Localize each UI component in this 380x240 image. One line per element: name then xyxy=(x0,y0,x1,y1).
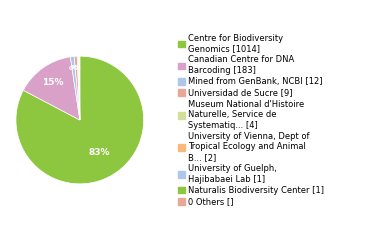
Wedge shape xyxy=(70,56,80,120)
Wedge shape xyxy=(74,56,80,120)
Text: 0%: 0% xyxy=(71,65,82,70)
Legend: Centre for Biodiversity
Genomics [1014], Canadian Centre for DNA
Barcoding [183]: Centre for Biodiversity Genomics [1014],… xyxy=(177,32,326,208)
Text: 83%: 83% xyxy=(89,148,110,157)
Wedge shape xyxy=(77,56,80,120)
Wedge shape xyxy=(23,57,80,120)
Text: 0%: 0% xyxy=(68,66,79,71)
Wedge shape xyxy=(79,56,80,120)
Text: 15%: 15% xyxy=(43,78,64,87)
Wedge shape xyxy=(16,56,144,184)
Wedge shape xyxy=(79,56,80,120)
